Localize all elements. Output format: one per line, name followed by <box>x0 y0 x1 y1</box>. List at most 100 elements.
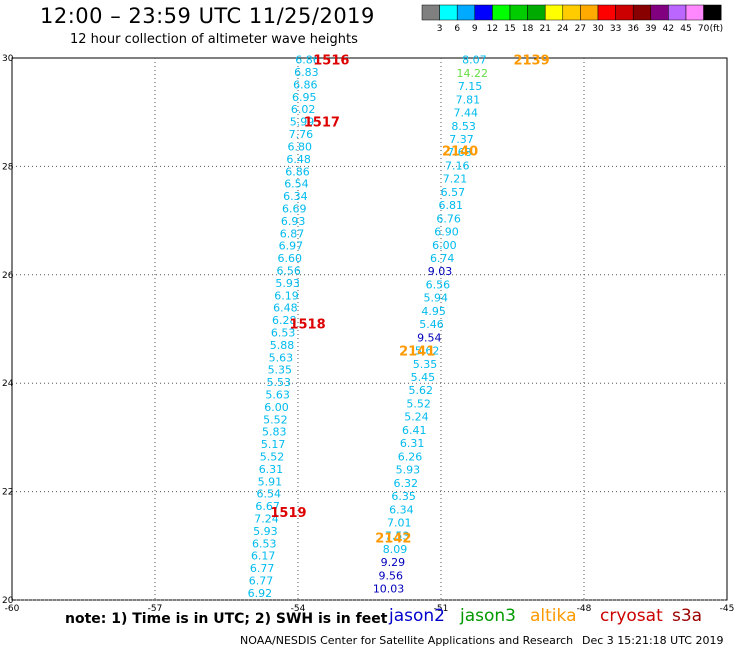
wave-height-point: 6.90 <box>434 226 459 239</box>
wave-height-point: 9.29 <box>381 556 406 569</box>
wave-height-point: 7.21 <box>443 173 468 186</box>
wave-height-point: 5.53 <box>266 376 291 389</box>
color-scale-label: 27 <box>575 24 586 34</box>
wave-height-point: 7.44 <box>454 107 479 120</box>
wave-height-point: 6.34 <box>283 190 308 203</box>
wave-height-point: 6.67 <box>255 500 280 513</box>
color-swatch <box>580 4 599 21</box>
wave-height-point: 6.69 <box>282 202 307 215</box>
wave-height-point: 5.62 <box>415 345 440 358</box>
wave-height-point: 6.53 <box>252 537 277 550</box>
wave-height-point: 10.03 <box>373 583 405 596</box>
x-tick-label: -51 <box>434 604 449 614</box>
pass-number-label: 2140 <box>442 145 478 160</box>
wave-height-point: 7.37 <box>449 133 474 146</box>
wave-height-point: 5.62 <box>408 384 433 397</box>
wave-height-point: 5.63 <box>265 389 290 402</box>
color-swatch <box>562 4 581 21</box>
x-tick-label: -60 <box>5 604 20 614</box>
color-swatch <box>544 4 564 21</box>
wave-height-point: 5.93 <box>275 277 300 290</box>
color-swatch <box>474 4 493 21</box>
wave-height-point: 6.56 <box>276 264 301 277</box>
color-swatch <box>527 4 546 21</box>
wave-height-point: 6.56 <box>426 278 451 291</box>
color-scale-label: 45 <box>680 24 691 34</box>
wave-height-point: 6.86 <box>293 78 318 91</box>
wave-height-point: 5.24 <box>404 411 429 424</box>
wave-height-point: 8.07 <box>462 54 487 67</box>
footer-timestamp: Dec 3 15:21:18 UTC 2019 <box>582 634 724 647</box>
wave-height-point: 7.01 <box>387 516 412 529</box>
color-scale-unit: (ft) <box>710 24 724 34</box>
y-tick-label: 24 <box>2 379 14 389</box>
wave-height-point: 6.02 <box>291 103 316 116</box>
wave-height-point: 5.35 <box>268 364 293 377</box>
chart-title: 12:00 – 23:59 UTC 11/25/2019 <box>40 4 375 28</box>
wave-height-point: 5.91 <box>258 475 283 488</box>
chart-subtitle: 12 hour collection of altimeter wave hei… <box>70 32 358 47</box>
wave-height-point: 6.26 <box>398 450 423 463</box>
color-scale-label: 24 <box>557 24 569 34</box>
wave-height-point: 14.22 <box>456 67 488 80</box>
footer-note: note: 1) Time is in UTC; 2) SWH is in fe… <box>65 611 388 627</box>
wave-height-point: 4.95 <box>421 305 446 318</box>
y-tick-label: 26 <box>2 271 14 281</box>
mission-label-jason3: jason3 <box>460 606 516 626</box>
color-scale-label: 30 <box>592 24 604 34</box>
color-swatch <box>703 4 722 21</box>
color-scale-label: 12 <box>487 24 498 34</box>
y-tick-label: 22 <box>2 488 13 498</box>
wave-height-point: 6.87 <box>280 227 305 240</box>
wave-height-point: 6.95 <box>292 91 317 104</box>
color-swatch <box>456 4 476 21</box>
wave-height-point: 5.17 <box>261 438 286 451</box>
color-scale-label: 15 <box>504 24 515 34</box>
color-scale-label: 36 <box>627 24 639 34</box>
wave-height-point: 6.76 <box>436 212 461 225</box>
wave-height-point: 8.53 <box>451 120 476 133</box>
y-axis-ticks: 20 22 24 26 28 30 <box>2 54 14 606</box>
plot-area <box>11 57 728 601</box>
x-axis-ticks: -60 -57 -54 -51 -48 -45 <box>5 604 735 614</box>
wave-height-point: 5.35 <box>413 358 438 371</box>
y-tick-label: 30 <box>2 54 14 64</box>
wave-height-point: 6.54 <box>256 488 281 501</box>
pass-number-label: 1519 <box>270 506 306 521</box>
wave-height-point: 7.76 <box>289 128 314 141</box>
wave-height-point: 6.54 <box>284 178 309 191</box>
wave-height-point: 6.31 <box>259 463 284 476</box>
color-swatch <box>632 4 652 21</box>
color-scale-label: 70 <box>698 24 710 34</box>
wave-height-point: 5.52 <box>263 413 288 426</box>
wave-height-point: 9.56 <box>378 569 403 582</box>
color-swatch <box>439 4 458 21</box>
color-swatch <box>509 4 528 21</box>
wave-height-point: 6.34 <box>389 503 414 516</box>
color-swatch <box>650 4 669 21</box>
color-scale-label: 42 <box>663 24 674 34</box>
wave-height-point: 7.16 <box>445 159 470 172</box>
x-tick-label: -57 <box>148 604 163 614</box>
footer-credit: NOAA/NESDIS Center for Satellite Applica… <box>240 634 574 647</box>
pass-number-label: 1517 <box>304 115 340 130</box>
wave-height-point: 5.93 <box>396 464 421 477</box>
wave-height-point: 5.46 <box>419 318 444 331</box>
wave-height-point: 6.86 <box>285 165 310 178</box>
wave-height-point: 5.45 <box>411 371 436 384</box>
color-scale-label: 39 <box>645 24 657 34</box>
wave-height-point: 6.92 <box>248 587 273 600</box>
wave-height-point: 5.52 <box>406 397 431 410</box>
pass-number-label: 2142 <box>375 532 411 547</box>
wave-height-point: 9.03 <box>428 265 453 278</box>
wave-height-point: 6.83 <box>294 66 319 79</box>
color-swatch <box>685 4 704 21</box>
wave-height-point: 7.15 <box>458 80 483 93</box>
wave-height-point: 6.35 <box>391 490 416 503</box>
wave-height-point: 6.77 <box>250 562 275 575</box>
wave-height-point: 6.00 <box>264 401 289 414</box>
wave-height-point: 6.60 <box>278 252 303 265</box>
wave-height-point: 6.41 <box>402 424 427 437</box>
color-scale-label: 18 <box>522 24 534 34</box>
